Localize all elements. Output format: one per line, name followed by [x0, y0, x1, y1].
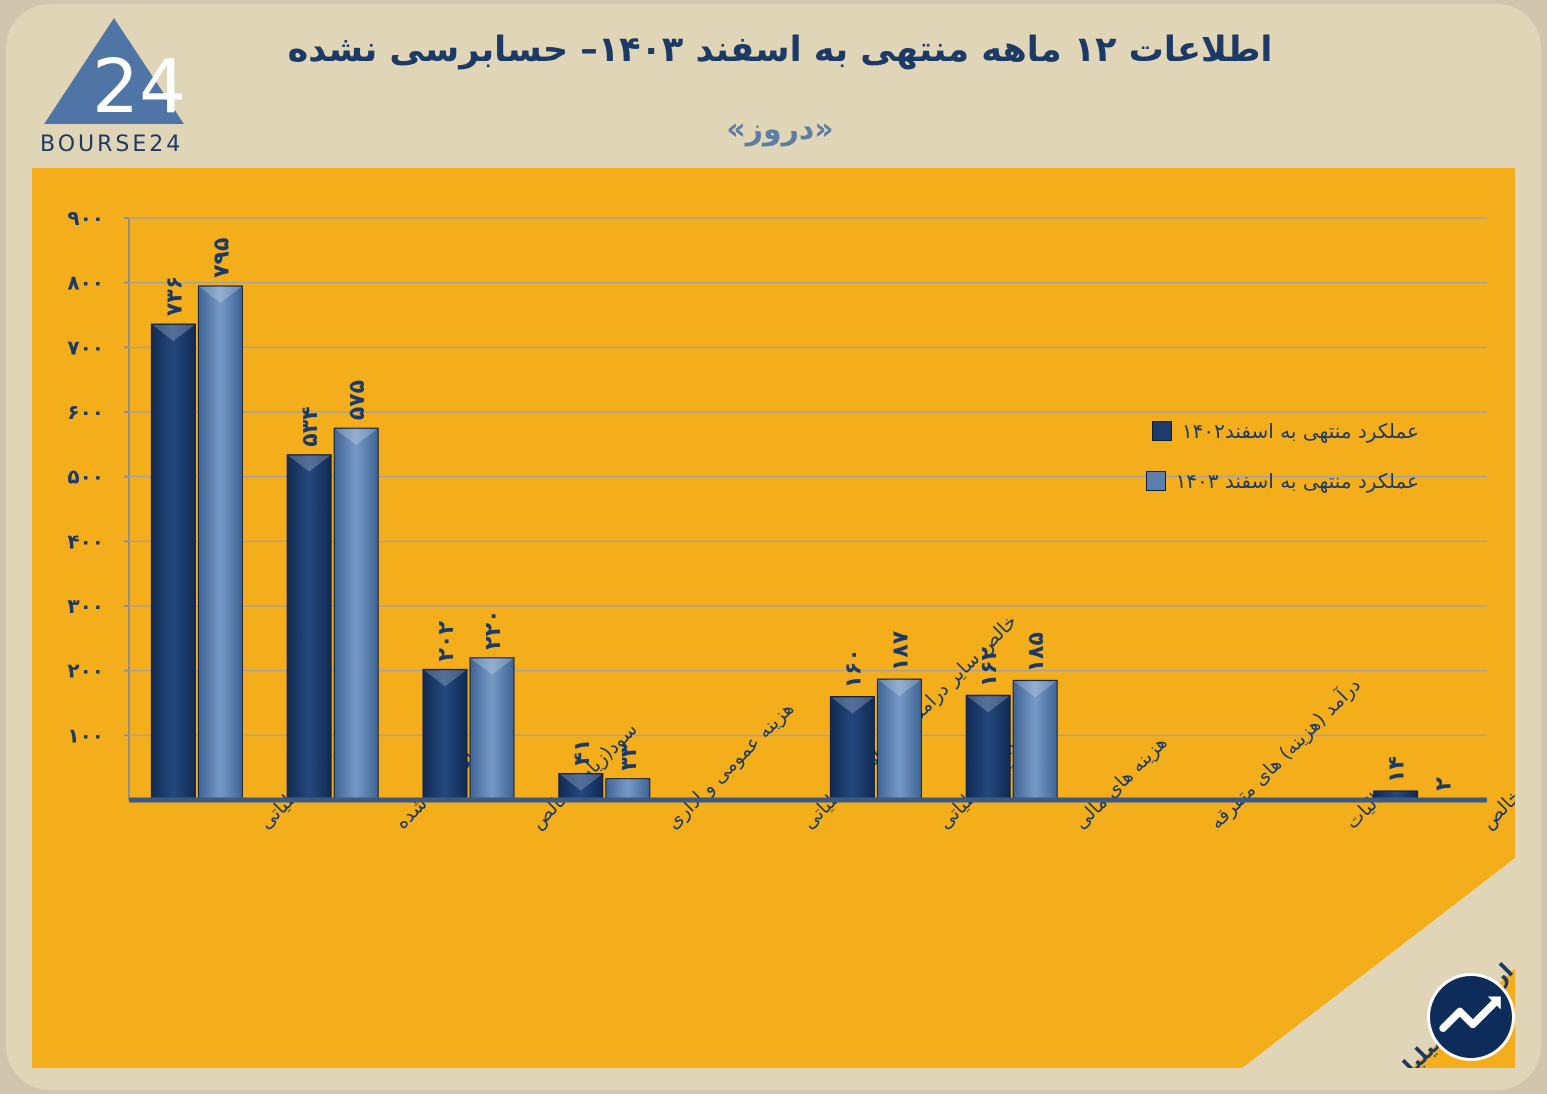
legend-label: عملکرد منتهی به اسفند ۱۴۰۳ [1175, 469, 1419, 493]
data-label: ۱۴ [1385, 756, 1410, 783]
bar [333, 427, 379, 801]
y-tick-label: ۲۰۰ [67, 659, 104, 683]
chart-panel: ۱۰۰۲۰۰۳۰۰۴۰۰۵۰۰۶۰۰۷۰۰۸۰۰۹۰۰۷۳۶۷۹۵درآمد ع… [32, 168, 1515, 1068]
y-tick-label: ۵۰۰ [67, 465, 104, 489]
legend-item: عملکرد منتهی به اسفند۱۴۰۲ [1146, 406, 1419, 456]
data-label: ۵۷۵ [345, 380, 370, 420]
data-label: ۲۲۰ [481, 609, 506, 649]
bar [876, 678, 922, 801]
bar [469, 657, 515, 801]
legend-item: عملکرد منتهی به اسفند ۱۴۰۳ [1145, 456, 1419, 506]
bar-chart: ۱۰۰۲۰۰۳۰۰۴۰۰۵۰۰۶۰۰۷۰۰۸۰۰۹۰۰۷۳۶۷۹۵درآمد ع… [67, 206, 1515, 1068]
bourse24-logo: 24 [44, 18, 186, 130]
data-label: ۱۶۲ [977, 646, 1002, 687]
bar-bevel [335, 429, 378, 446]
data-label: ۷۹۵ [209, 238, 234, 278]
data-label: ۱۸۵ [1024, 632, 1049, 672]
y-tick-label: ۳۰۰ [67, 594, 104, 618]
logo-mark: 24 [92, 44, 186, 130]
y-tick-label: ۱۰۰ [67, 723, 104, 747]
x-category-label: سود(زیان) خالص [1477, 722, 1515, 834]
legend-swatch [1145, 471, 1166, 491]
bar-bevel [967, 696, 1010, 713]
y-tick-label: ۴۰۰ [67, 529, 104, 553]
bar [150, 323, 196, 801]
x-category-label: هزینه های مالی [1070, 732, 1172, 834]
x-category-label: درآمد (هزینه) های متفرقه [1204, 673, 1365, 834]
bar [558, 772, 604, 801]
bar-bevel [1014, 681, 1057, 698]
page-title: اطلاعات ۱۲ ماهه منتهی به اسفند ۱۴۰۳– حسا… [287, 30, 1273, 70]
x-category-label: هزینه عمومی و اداری [662, 698, 798, 834]
bar [197, 285, 243, 801]
data-label: ۵۳۴ [298, 406, 323, 446]
data-label: ۱۸۷ [888, 630, 913, 671]
bar-bevel [152, 325, 195, 342]
legend-label: عملکرد منتهی به اسفند۱۴۰۲ [1181, 419, 1419, 443]
bar-bevel [471, 658, 513, 675]
legend-swatch [1151, 421, 1172, 441]
logo-text: BOURSE24 [40, 132, 184, 157]
y-tick-label: ۸۰۰ [67, 271, 104, 295]
y-tick-label: ۷۰۰ [67, 335, 104, 359]
data-label: ۷۳۶ [162, 276, 187, 316]
bar [1012, 679, 1058, 801]
legend: عملکرد منتهی به اسفند۱۴۰۲ عملکرد منتهی به… [1145, 406, 1419, 506]
bar [286, 454, 332, 801]
data-label: ۴۱ [570, 739, 595, 766]
bar-bevel [559, 774, 602, 791]
y-tick-label: ۶۰۰ [67, 400, 104, 424]
bar [422, 668, 468, 801]
trend-badge-icon [1427, 973, 1515, 1061]
bar [605, 778, 651, 801]
bar-bevel [199, 286, 242, 303]
data-label: ۲ [1432, 777, 1457, 791]
x-category-label: مالیات [1341, 782, 1393, 834]
bar-bevel [288, 455, 331, 472]
data-label: ۱۶۰ [841, 648, 866, 688]
bar [829, 696, 875, 801]
bar-bevel [878, 680, 921, 697]
page-subtitle: «دروز» [726, 112, 834, 147]
data-label: ۲۰۲ [434, 621, 459, 662]
y-tick-label: ۹۰۰ [67, 206, 104, 230]
data-label: ۳۳ [617, 743, 642, 770]
bar-bevel [424, 670, 466, 687]
bar-bevel [831, 697, 874, 714]
bar [965, 694, 1011, 801]
